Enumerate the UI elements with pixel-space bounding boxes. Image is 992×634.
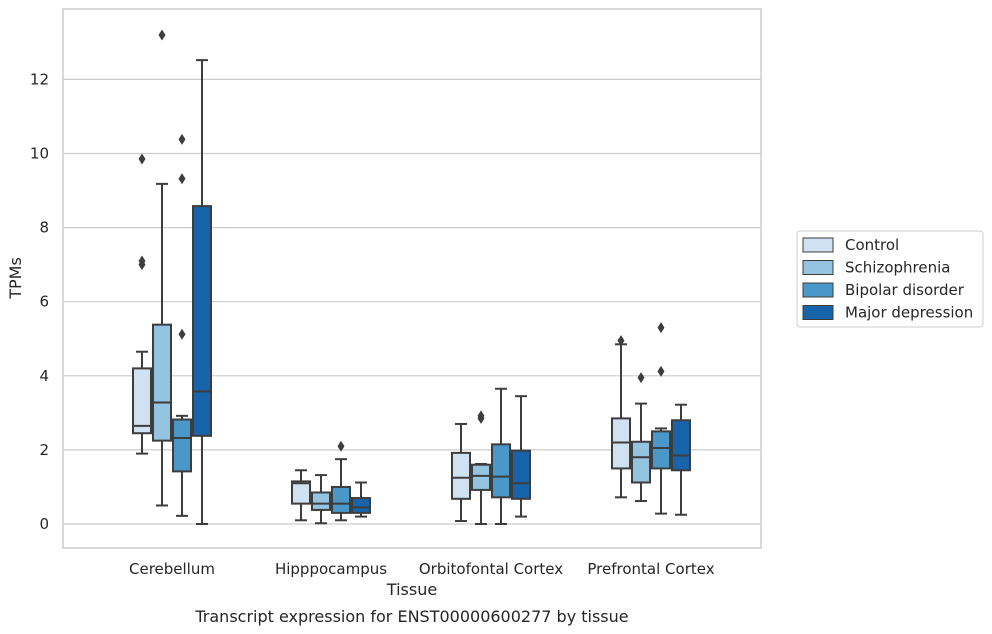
y-tick-label: 6: [39, 293, 49, 311]
box: [192, 59, 212, 525]
legend-swatch: [802, 282, 834, 298]
box: [611, 335, 631, 499]
x-axis-ticks: Cerebellum Hipppocampus Orbitofontal Corte…: [129, 560, 715, 578]
outlier-point: [178, 133, 186, 145]
y-tick-label: 8: [39, 219, 49, 237]
x-tick-label: Orbitofontal Cortex: [419, 560, 563, 578]
legend-swatch: [802, 237, 834, 253]
legend-item: Control: [802, 236, 899, 254]
legend-item: Major depression: [802, 304, 973, 322]
legend-swatch: [802, 260, 834, 275]
box: [671, 403, 691, 516]
outlier-point: [138, 153, 146, 165]
box-iqr: [351, 497, 371, 514]
box: [471, 410, 491, 525]
box-iqr: [291, 480, 311, 505]
legend-swatch: [802, 305, 834, 320]
chart-caption: Transcript expression for ENST0000060027…: [194, 607, 628, 626]
box: [631, 372, 651, 503]
series-control: [132, 153, 631, 523]
y-tick-label: 12: [30, 70, 49, 88]
box-iqr: [311, 491, 331, 511]
box: [511, 395, 531, 518]
outlier-point: [178, 328, 186, 340]
y-tick-label: 4: [39, 367, 49, 385]
x-axis-label: Tissue: [386, 580, 437, 599]
legend-frame: [796, 230, 984, 328]
box-iqr: [671, 419, 691, 472]
box: [351, 481, 371, 518]
series-bipolar-disorder: [172, 133, 671, 525]
box-iqr: [511, 449, 531, 500]
box: [651, 322, 671, 515]
box-iqr: [471, 463, 491, 491]
box: [311, 474, 331, 525]
outlier-point: [178, 173, 186, 185]
y-tick-label: 0: [39, 515, 49, 533]
box-iqr: [451, 451, 471, 500]
box: [291, 469, 311, 522]
box-iqr: [152, 323, 172, 442]
series-major-depression: [192, 59, 691, 525]
legend-label: Major depression: [845, 304, 973, 322]
x-tick-label: Cerebellum: [129, 560, 215, 578]
box-iqr: [331, 485, 351, 514]
outlier-point: [337, 440, 345, 452]
y-tick-label: 2: [39, 441, 49, 459]
outlier-point: [657, 365, 665, 377]
series-schizophrenia: [152, 29, 651, 525]
legend-label: Bipolar disorder: [845, 281, 965, 299]
box: [451, 422, 471, 523]
outlier-point: [617, 335, 625, 347]
outlier-point: [477, 410, 485, 422]
legend-item: Bipolar disorder: [802, 281, 965, 299]
box: [152, 29, 172, 507]
legend-label: Schizophrenia: [845, 259, 950, 277]
box-iqr: [132, 367, 152, 435]
box-iqr: [172, 418, 192, 473]
y-axis-label: TPMs: [6, 257, 25, 300]
box-iqr: [192, 205, 212, 437]
x-tick-label: Hipppocampus: [275, 560, 387, 578]
outlier-point: [138, 255, 146, 267]
outlier-point: [158, 29, 166, 41]
box-iqr: [491, 443, 511, 499]
box: [491, 387, 511, 525]
box: [331, 440, 351, 522]
box: [132, 153, 152, 455]
box: [172, 133, 192, 517]
outlier-point: [657, 322, 665, 334]
legend: Control Schizophrenia Bipolar disorder Majo…: [796, 230, 984, 328]
box-iqr: [651, 430, 671, 470]
x-tick-label: Prefrontal Cortex: [587, 560, 714, 578]
y-tick-label: 10: [30, 145, 49, 163]
legend-item: Schizophrenia: [802, 259, 950, 277]
box-iqr: [631, 440, 651, 484]
legend-label: Control: [845, 236, 899, 254]
outlier-point: [637, 372, 645, 384]
box-series: [132, 29, 691, 525]
y-axis-ticks: 0 2 4 6 8 10 12: [30, 70, 49, 533]
